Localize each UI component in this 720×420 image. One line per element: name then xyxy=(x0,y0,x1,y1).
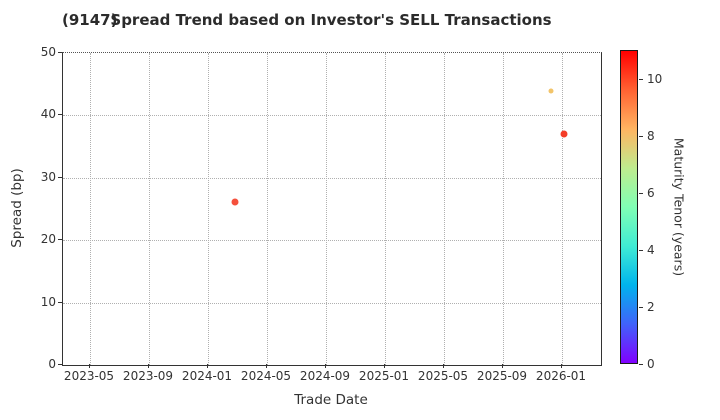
colorbar-label: Maturity Tenor (years) xyxy=(671,137,687,277)
chart-title-row: (9147) Spread Trend based on Investor's … xyxy=(0,11,720,29)
y-tick-mark xyxy=(58,301,62,303)
x-axis-label: Trade Date xyxy=(294,392,368,408)
x-tick-label: 2024-09 xyxy=(299,369,351,383)
x-tick-label: 2024-01 xyxy=(181,369,233,383)
y-gridline xyxy=(63,115,601,117)
y-tick-mark xyxy=(58,176,62,178)
x-tick-label: 2026-01 xyxy=(535,369,587,383)
ticker-code: (9147) xyxy=(62,11,118,29)
data-point xyxy=(560,130,568,138)
colorbar-tick-label: 4 xyxy=(647,242,655,257)
x-tick-mark xyxy=(502,364,503,368)
data-point xyxy=(231,198,239,206)
y-tick-mark xyxy=(58,364,62,365)
x-gridline xyxy=(562,53,563,365)
colorbar-tick-label: 0 xyxy=(647,357,655,371)
y-tick-mark xyxy=(58,239,62,241)
colorbar-tick-mark xyxy=(639,306,643,308)
x-gridline xyxy=(149,53,150,365)
colorbar-tick-label: 8 xyxy=(647,128,655,143)
x-tick-mark xyxy=(384,364,385,368)
x-tick-mark xyxy=(89,364,90,368)
x-tick-label: 2025-01 xyxy=(358,369,410,383)
colorbar-tick-mark xyxy=(639,78,643,80)
y-gridline xyxy=(63,302,601,304)
x-gridline xyxy=(208,53,209,365)
y-tick-label: 0 xyxy=(48,357,56,371)
colorbar-tick-mark xyxy=(639,364,643,365)
x-tick-mark xyxy=(561,364,562,368)
y-tick-label: 10 xyxy=(40,294,56,309)
chart-title: Spread Trend based on Investor's SELL Tr… xyxy=(110,11,552,29)
x-gridline xyxy=(385,53,386,365)
x-tick-label: 2024-05 xyxy=(240,369,292,383)
x-gridline xyxy=(444,53,445,365)
x-gridline xyxy=(326,53,327,365)
y-tick-label: 50 xyxy=(40,45,56,59)
colorbar xyxy=(620,50,638,364)
x-gridline xyxy=(503,53,504,365)
x-tick-label: 2023-09 xyxy=(122,369,174,383)
y-tick-mark xyxy=(58,114,62,116)
x-gridline xyxy=(90,53,91,365)
y-tick-label: 40 xyxy=(40,107,56,122)
x-tick-mark xyxy=(207,364,208,368)
colorbar-tick-mark xyxy=(639,192,643,194)
x-tick-label: 2025-09 xyxy=(476,369,528,383)
x-tick-mark xyxy=(266,364,267,368)
x-tick-mark xyxy=(325,364,326,368)
y-tick-mark xyxy=(58,52,62,53)
x-gridline xyxy=(267,53,268,365)
x-tick-label: 2023-05 xyxy=(63,369,115,383)
y-gridline xyxy=(63,177,601,179)
y-tick-label: 20 xyxy=(40,232,56,247)
colorbar-tick-label: 10 xyxy=(647,71,663,86)
y-gridline xyxy=(63,240,601,242)
data-point xyxy=(548,88,554,94)
plot-area xyxy=(62,52,602,366)
y-axis-label: Spread (bp) xyxy=(9,168,25,248)
x-tick-mark xyxy=(443,364,444,368)
colorbar-tick-mark xyxy=(639,249,643,251)
x-tick-label: 2025-05 xyxy=(417,369,469,383)
colorbar-tick-mark xyxy=(639,135,643,137)
colorbar-tick-label: 6 xyxy=(647,185,655,200)
colorbar-tick-label: 2 xyxy=(647,299,655,314)
x-tick-mark xyxy=(148,364,149,368)
y-tick-label: 30 xyxy=(40,169,56,184)
